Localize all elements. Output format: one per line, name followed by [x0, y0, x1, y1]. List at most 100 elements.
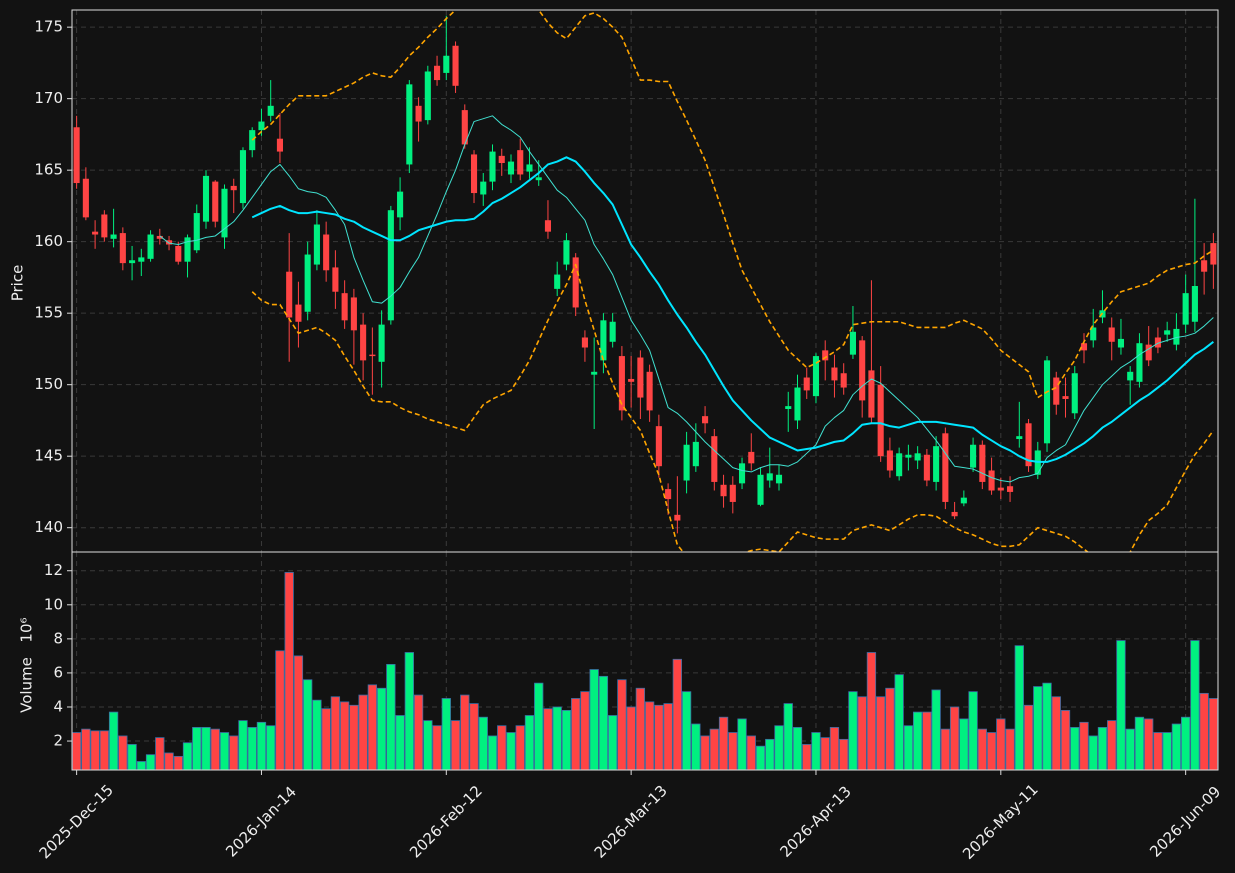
- candle-body: [628, 378, 635, 382]
- volume-bar: [1088, 735, 1098, 770]
- y-axis-label: Price: [9, 265, 27, 302]
- candle-body: [646, 371, 653, 411]
- price-panel: [73, 10, 1217, 552]
- candle-body: [729, 484, 736, 502]
- candle-body: [489, 151, 496, 182]
- volume-bar: [358, 694, 368, 770]
- volume-bar: [1125, 728, 1135, 770]
- volume-bar: [1153, 732, 1163, 770]
- volume-bar: [155, 737, 165, 770]
- candle-body: [498, 155, 505, 164]
- candle-body: [840, 373, 847, 388]
- volume-bar: [940, 728, 951, 770]
- candle-body: [1108, 327, 1115, 342]
- volume-bar: [127, 744, 137, 770]
- volume-bar: [1005, 728, 1015, 770]
- volume-bar: [848, 691, 858, 770]
- volume-bar: [441, 698, 451, 770]
- candle-body: [332, 267, 339, 292]
- candle-body: [1062, 396, 1069, 399]
- y-tick-label: 4: [53, 697, 63, 715]
- y-tick-label: 160: [34, 232, 63, 250]
- volume-bar: [90, 730, 100, 770]
- candle-body: [951, 511, 958, 517]
- y-tick-label: 12: [44, 561, 63, 579]
- candle-body: [757, 474, 764, 505]
- volume-bar: [1144, 718, 1154, 770]
- candle-body: [1007, 486, 1014, 492]
- volume-bar: [1042, 682, 1052, 770]
- candle-body: [470, 154, 478, 194]
- volume-bar: [1051, 696, 1061, 770]
- candle-body: [1164, 330, 1171, 335]
- candle-body: [960, 497, 967, 504]
- volume-bar: [99, 730, 109, 770]
- candle-body: [933, 446, 940, 482]
- y-tick-label: 145: [34, 447, 63, 465]
- candle-body: [517, 150, 524, 175]
- candle-body: [674, 514, 681, 521]
- candle-body: [73, 127, 80, 184]
- candle-body: [202, 175, 210, 222]
- candle-body: [526, 164, 533, 172]
- candle-body: [1173, 328, 1180, 345]
- candle-body: [803, 377, 810, 391]
- candle-body: [535, 177, 542, 181]
- volume-bar: [561, 709, 572, 770]
- candle-body: [387, 210, 394, 321]
- candle-body: [692, 441, 699, 467]
- volume-bar: [820, 737, 830, 770]
- candle-body: [239, 150, 247, 204]
- candle-body: [877, 384, 884, 457]
- volume-bar: [284, 572, 294, 770]
- y-tick-label: 10: [44, 595, 63, 613]
- candle-body: [452, 45, 459, 86]
- y-tick-label: 155: [34, 304, 63, 322]
- volume-frame: [71, 551, 1219, 771]
- overlay-line: [159, 115, 1214, 483]
- volume-bar: [497, 725, 507, 770]
- volume-bar: [238, 720, 248, 770]
- volume-bar: [986, 732, 997, 770]
- candle-body: [738, 463, 746, 484]
- volume-bar: [709, 728, 719, 770]
- volume-bar: [774, 725, 784, 770]
- volume-bar: [515, 725, 525, 770]
- candle-body: [1025, 423, 1032, 467]
- volume-bar: [996, 718, 1006, 770]
- candle-body: [554, 274, 561, 289]
- candle-body: [1071, 373, 1078, 414]
- candle-body: [563, 240, 570, 265]
- volume-bar: [506, 732, 516, 770]
- candle-body: [1191, 286, 1198, 322]
- volume-bar: [977, 728, 987, 770]
- volume-bar: [903, 725, 914, 770]
- volume-bar: [959, 718, 969, 770]
- candle-body: [748, 451, 755, 464]
- volume-bar: [802, 744, 812, 770]
- candle-body: [544, 220, 552, 232]
- volume-bar: [1171, 723, 1182, 770]
- volume-bar: [829, 727, 840, 770]
- candle-body: [849, 331, 856, 355]
- volume-panel: [72, 572, 1218, 770]
- candle-body: [101, 214, 108, 238]
- candle-body: [1154, 337, 1161, 348]
- volume-bar: [718, 716, 729, 770]
- candle-body: [1210, 243, 1217, 265]
- candle-body: [295, 304, 302, 322]
- volume-bar: [839, 738, 849, 770]
- volume-bar: [266, 725, 276, 770]
- volume-bar: [885, 687, 895, 770]
- candle-body: [831, 367, 838, 381]
- volume-bar: [1208, 698, 1218, 770]
- volume-bar: [737, 718, 747, 770]
- volume-bar: [450, 720, 461, 770]
- candle-body: [1201, 260, 1208, 272]
- volume-bar: [700, 735, 710, 770]
- volume-bar: [580, 691, 590, 770]
- candle-body: [406, 84, 413, 165]
- volume-bar: [487, 735, 498, 770]
- candle-body: [1127, 371, 1134, 381]
- volume-bar: [792, 727, 803, 770]
